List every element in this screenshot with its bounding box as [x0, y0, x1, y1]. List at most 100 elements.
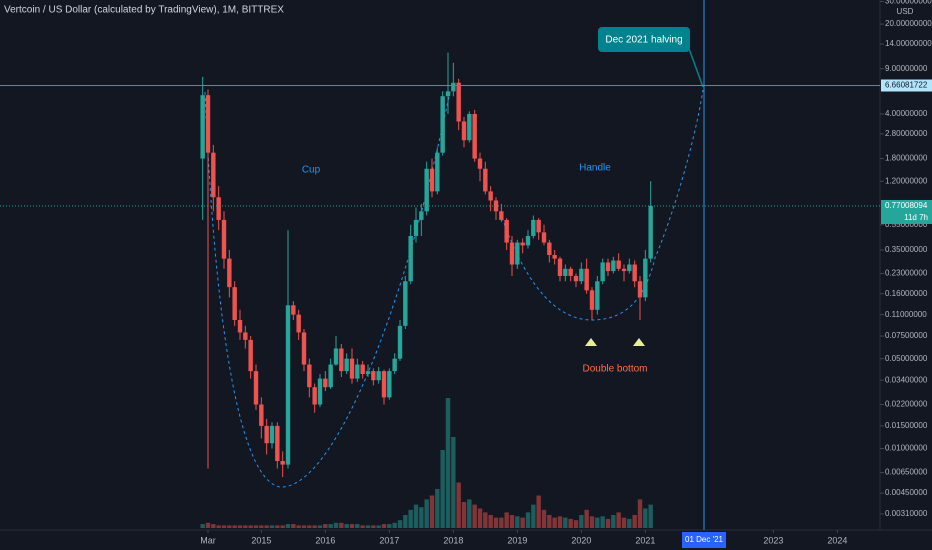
volume-bar: [584, 509, 589, 528]
volume-bar: [312, 525, 317, 528]
candle-body: [461, 121, 467, 141]
candle-body: [387, 371, 392, 398]
x-tick-label: 2018: [443, 535, 463, 545]
candle-body: [360, 364, 365, 374]
candle-body: [531, 219, 536, 236]
volume-bar: [531, 504, 536, 528]
y-tick-label: 0.35000000: [885, 245, 928, 254]
volume-bar: [349, 524, 355, 528]
volume-bar: [621, 517, 627, 528]
y-tick-label: 0.00450000: [885, 488, 928, 497]
volume-bar: [467, 499, 472, 528]
volume-bar: [488, 515, 493, 528]
volume-bar: [509, 515, 515, 528]
level-label: 6.66081722: [885, 81, 928, 90]
volume-bar: [323, 524, 328, 528]
candle-body: [440, 96, 445, 153]
candle-body: [552, 255, 557, 259]
candle-body: [307, 364, 312, 388]
y-tick-label: 0.01000000: [885, 444, 928, 453]
candle-body: [557, 258, 563, 276]
candle-body: [355, 364, 360, 379]
candle-body: [333, 348, 339, 365]
candle-body: [296, 314, 301, 333]
candle-body: [632, 264, 637, 282]
volume-bar: [440, 450, 445, 528]
y-tick-label: 0.23000000: [885, 269, 928, 278]
candle-body: [520, 242, 525, 246]
candle-body: [493, 200, 499, 212]
volume-bar: [243, 525, 248, 528]
candle-body: [259, 404, 264, 426]
volume-bar: [451, 437, 456, 528]
y-tick-label: 1.80000000: [885, 154, 928, 163]
volume-bar: [216, 525, 221, 528]
candle-body: [221, 219, 227, 259]
candle-body: [264, 425, 269, 444]
candle-body: [227, 258, 232, 288]
candle-body: [419, 211, 424, 220]
vline-label-box: [682, 532, 726, 548]
candle-body: [477, 158, 483, 169]
volume-bar: [643, 508, 648, 528]
volume-bar: [445, 398, 451, 528]
volume-bar: [237, 525, 243, 528]
volume-bar: [493, 517, 499, 528]
volume-bar: [291, 524, 296, 528]
candle-body: [216, 197, 221, 220]
candle-body: [568, 268, 573, 276]
candle-body: [248, 339, 253, 372]
volume-bar: [547, 515, 552, 528]
candle-body: [339, 348, 344, 372]
volume-bar: [355, 524, 360, 528]
handle-curve: [499, 89, 704, 321]
volume-bar: [541, 509, 547, 528]
candle-body: [616, 260, 621, 269]
volume-bar: [419, 507, 424, 528]
candle-body: [584, 268, 589, 291]
callout-pointer: [687, 45, 704, 88]
candle-body: [600, 262, 605, 282]
candle-body: [243, 332, 248, 340]
y-tick-label: 0.02200000: [885, 400, 928, 409]
x-tick-label: 2017: [379, 535, 399, 545]
x-tick-label: 2024: [827, 535, 847, 545]
candle-body: [376, 371, 381, 381]
candle-body: [205, 95, 211, 153]
y-tick-label: 0.05000000: [885, 354, 928, 363]
volume-bar: [520, 517, 525, 528]
candle-body: [589, 290, 595, 310]
volume-bar: [381, 524, 387, 528]
candle-body: [397, 325, 403, 359]
volume-bar: [253, 525, 259, 528]
candle-body: [595, 281, 600, 310]
x-tick-label: 2016: [315, 535, 335, 545]
volume-bar: [264, 525, 269, 528]
volume-bar: [259, 525, 264, 528]
triangle-marker: [633, 338, 645, 346]
x-tick-label: Mar: [200, 535, 216, 545]
candle-body: [285, 305, 291, 465]
candle-body: [541, 232, 547, 243]
volume-bar: [301, 525, 307, 528]
candle-body: [392, 358, 397, 372]
chart-title: Vertcoin / US Dollar (calculated by Trad…: [4, 5, 284, 16]
x-tick-label: 2015: [251, 535, 271, 545]
y-tick-label: 0.16000000: [885, 289, 928, 298]
y-tick-label: 0.03400000: [885, 375, 928, 384]
volume-bar: [589, 516, 595, 528]
y-unit: USD: [897, 7, 914, 16]
y-tick-label: 0.55000000: [885, 220, 928, 229]
volume-bar: [392, 522, 397, 528]
candle-body: [403, 281, 408, 326]
volume-bar: [637, 499, 643, 528]
volume-bar: [435, 489, 440, 528]
candle-body: [547, 242, 552, 256]
y-tick-label: 0.11000000: [885, 310, 927, 319]
candle-body: [483, 168, 488, 192]
candle-body: [328, 364, 333, 388]
candle-body: [536, 219, 541, 233]
volume-bar: [413, 504, 419, 528]
y-tick-label: 30.00000000: [885, 0, 932, 6]
